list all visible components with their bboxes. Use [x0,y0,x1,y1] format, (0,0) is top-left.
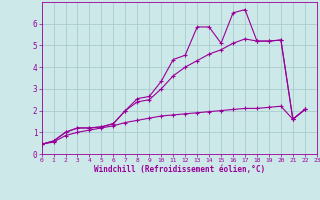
X-axis label: Windchill (Refroidissement éolien,°C): Windchill (Refroidissement éolien,°C) [94,165,265,174]
